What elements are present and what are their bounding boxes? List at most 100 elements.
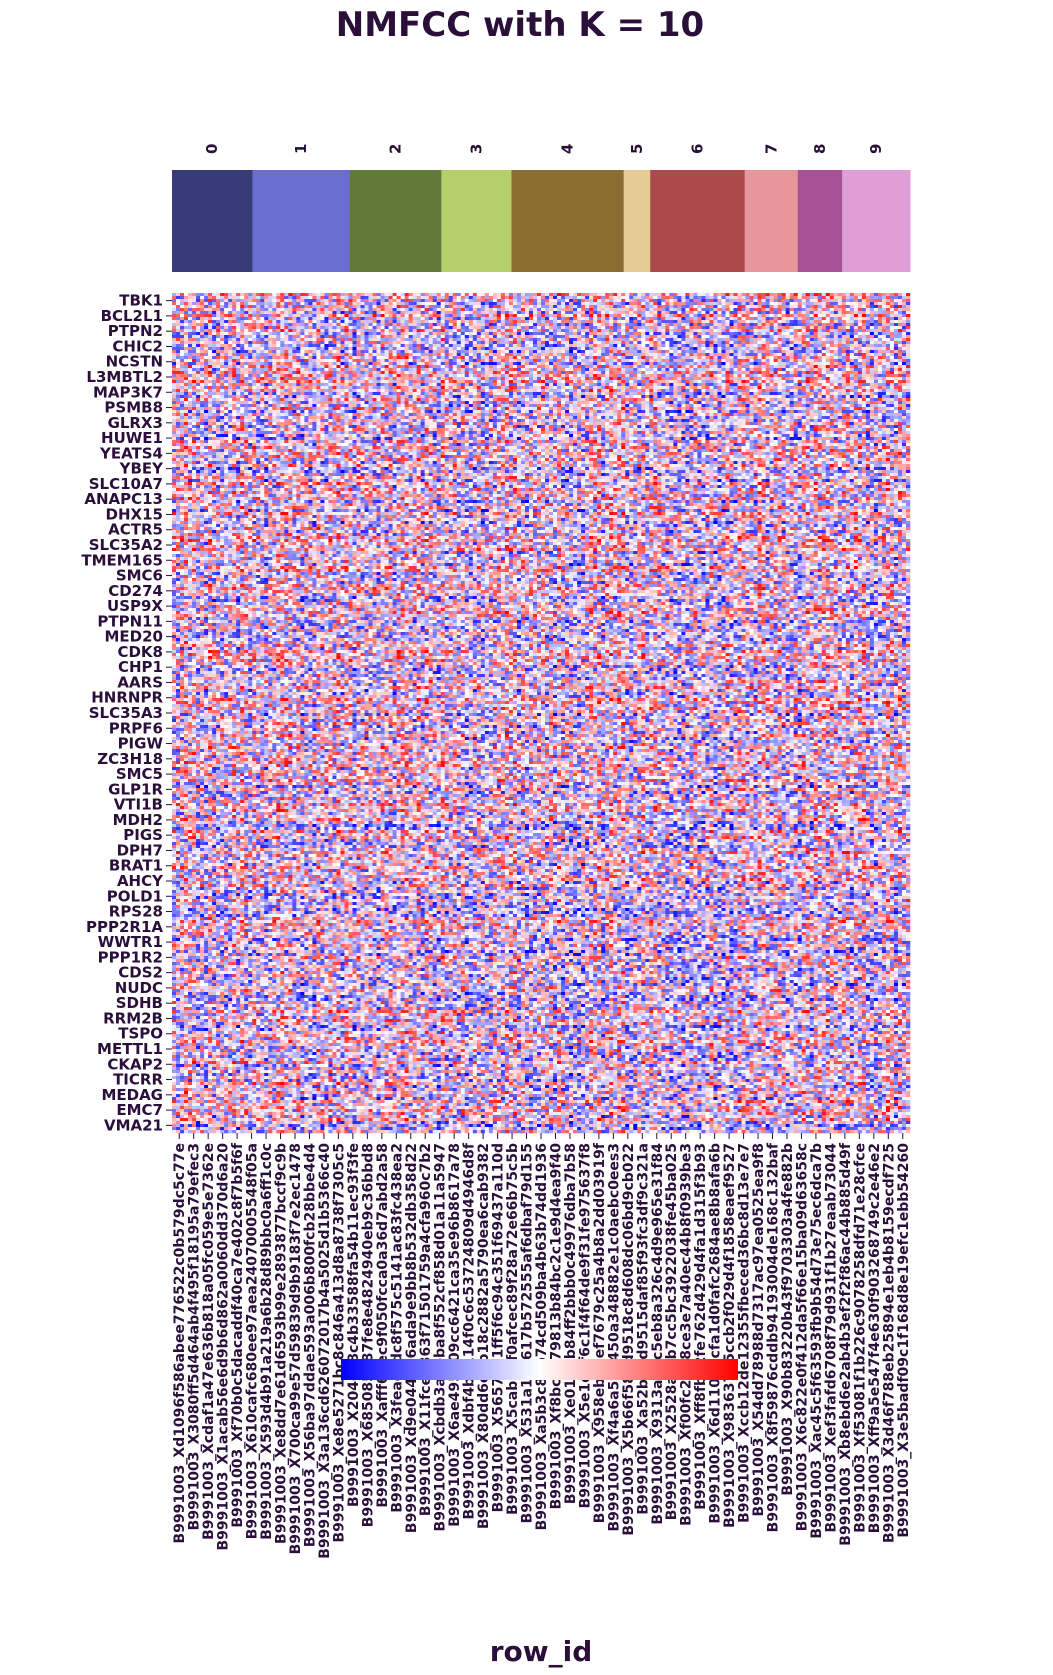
heatmap-cell <box>537 323 541 326</box>
heatmap-cell <box>834 320 838 323</box>
heatmap-cell <box>481 305 485 308</box>
heatmap-cell <box>814 317 818 320</box>
heatmap-cell <box>180 293 184 296</box>
heatmap-cell <box>192 317 196 320</box>
heatmap-cell <box>569 299 573 302</box>
heatmap-cell <box>292 296 296 299</box>
heatmap-cell <box>754 302 758 305</box>
heatmap-cell <box>790 293 794 296</box>
heatmap-cell <box>533 320 537 323</box>
heatmap-cell <box>641 296 645 299</box>
heatmap-cell <box>441 332 445 335</box>
heatmap-cell <box>441 296 445 299</box>
heatmap-cell <box>661 299 665 302</box>
heatmap-cell <box>886 332 890 335</box>
heatmap-cell <box>421 296 425 299</box>
heatmap-cell <box>814 329 818 332</box>
heatmap-cell <box>709 305 713 308</box>
heatmap-cell <box>746 323 750 326</box>
heatmap-cell <box>790 329 794 332</box>
heatmap-cell <box>332 332 336 335</box>
heatmap-cell <box>256 314 260 317</box>
heatmap-cell <box>549 296 553 299</box>
heatmap-cell <box>822 329 826 332</box>
heatmap-cell <box>790 323 794 326</box>
heatmap-cell <box>786 296 790 299</box>
heatmap-cell <box>308 302 312 305</box>
heatmap-cell <box>232 299 236 302</box>
heatmap-cell <box>401 332 405 335</box>
heatmap-cell <box>806 296 810 299</box>
heatmap-cell <box>750 308 754 311</box>
heatmap-cell <box>405 326 409 329</box>
heatmap-cell <box>818 302 822 305</box>
heatmap-cell <box>814 299 818 302</box>
heatmap-cell <box>320 299 324 302</box>
heatmap-cell <box>681 326 685 329</box>
heatmap-cell <box>649 305 653 308</box>
heatmap-cell <box>778 317 782 320</box>
heatmap-cell <box>738 320 742 323</box>
heatmap-cell <box>645 317 649 320</box>
heatmap-cell <box>352 308 356 311</box>
heatmap-cell <box>553 332 557 335</box>
heatmap-cell <box>184 323 188 326</box>
heatmap-cell <box>629 323 633 326</box>
heatmap-cell <box>180 323 184 326</box>
heatmap-cell <box>369 305 373 308</box>
heatmap-cell <box>220 293 224 296</box>
heatmap-cell <box>397 332 401 335</box>
heatmap-cell <box>649 326 653 329</box>
heatmap-cell <box>673 323 677 326</box>
heatmap-cell <box>425 302 429 305</box>
heatmap-cell <box>585 302 589 305</box>
heatmap-cell <box>312 299 316 302</box>
heatmap-cell <box>316 320 320 323</box>
heatmap-cell <box>537 299 541 302</box>
heatmap-cell <box>397 311 401 314</box>
heatmap-cell <box>348 305 352 308</box>
heatmap-cell <box>212 320 216 323</box>
heatmap-cell <box>589 329 593 332</box>
heatmap-cell <box>477 314 481 317</box>
heatmap-cell <box>705 299 709 302</box>
heatmap-cell <box>617 296 621 299</box>
heatmap-cell <box>405 311 409 314</box>
heatmap-cell <box>645 320 649 323</box>
heatmap-cell <box>882 332 886 335</box>
heatmap-cell <box>280 311 284 314</box>
heatmap-cell <box>369 332 373 335</box>
heatmap-cell <box>585 293 589 296</box>
heatmap-cell <box>308 335 312 338</box>
heatmap-cell <box>721 311 725 314</box>
heatmap-cell <box>264 305 268 308</box>
heatmap-cell <box>413 320 417 323</box>
heatmap-cell <box>902 314 906 317</box>
heatmap-cell <box>248 293 252 296</box>
heatmap-cell <box>541 296 545 299</box>
heatmap-cell <box>858 326 862 329</box>
heatmap-cell <box>734 311 738 314</box>
heatmap-cell <box>485 332 489 335</box>
heatmap-cell <box>778 296 782 299</box>
heatmap-cell <box>272 335 276 338</box>
heatmap-cell <box>746 299 750 302</box>
heatmap-cell <box>244 293 248 296</box>
heatmap-cell <box>717 308 721 311</box>
heatmap-cell <box>629 311 633 314</box>
heatmap-cell <box>573 314 577 317</box>
cluster-band-1 <box>252 170 350 272</box>
heatmap-cell <box>437 317 441 320</box>
heatmap-cell <box>573 332 577 335</box>
heatmap-cell <box>397 293 401 296</box>
heatmap-cell <box>890 329 894 332</box>
heatmap-cell <box>677 299 681 302</box>
heatmap-cell <box>208 311 212 314</box>
heatmap-cell <box>621 302 625 305</box>
heatmap-cell <box>509 311 513 314</box>
heatmap-cell <box>721 326 725 329</box>
heatmap-cell <box>264 326 268 329</box>
heatmap-cell <box>609 302 613 305</box>
heatmap-cell <box>882 326 886 329</box>
heatmap-cell <box>742 317 746 320</box>
